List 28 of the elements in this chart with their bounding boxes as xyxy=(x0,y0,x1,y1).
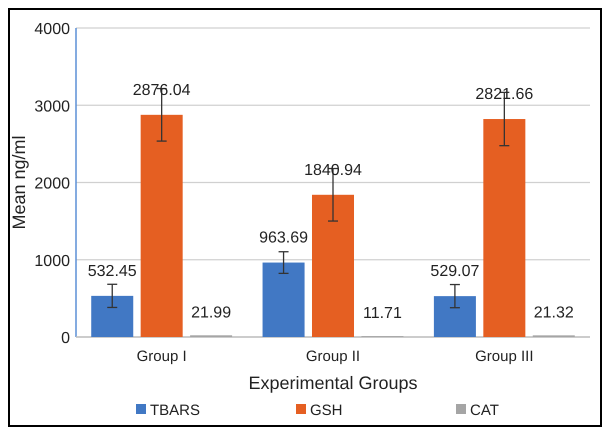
bar xyxy=(434,296,476,337)
x-axis-title: Experimental Groups xyxy=(248,373,418,393)
x-tick-label: Group II xyxy=(306,348,360,365)
bar xyxy=(483,119,526,337)
bar xyxy=(91,296,134,337)
data-label: 532.45 xyxy=(88,262,137,280)
y-tick-label: 0 xyxy=(61,330,70,347)
legend-label: GSH xyxy=(310,402,343,419)
y-tick-label: 4000 xyxy=(34,21,70,38)
data-label: 21.99 xyxy=(191,304,232,322)
bar xyxy=(140,114,183,337)
data-label: 1840.94 xyxy=(304,162,362,179)
data-label: 529.07 xyxy=(430,263,480,280)
bar xyxy=(312,194,354,337)
bar xyxy=(262,262,305,337)
x-tick-label: Group I xyxy=(136,348,187,365)
legend-label: TBARS xyxy=(150,402,200,419)
y-tick-label: 1000 xyxy=(34,252,70,270)
y-tick-label: 3000 xyxy=(34,98,70,116)
data-label: 11.71 xyxy=(363,305,402,322)
y-axis-title: Mean ng/ml xyxy=(9,135,29,230)
y-tick-label: 2000 xyxy=(34,176,70,192)
x-tick-label: Group III xyxy=(475,348,534,365)
data-label: 2821.66 xyxy=(475,86,534,104)
data-label: 2876.04 xyxy=(132,82,191,99)
data-label: 963.69 xyxy=(259,230,308,247)
legend-label: CAT xyxy=(470,402,499,419)
data-label: 21.32 xyxy=(534,304,574,322)
